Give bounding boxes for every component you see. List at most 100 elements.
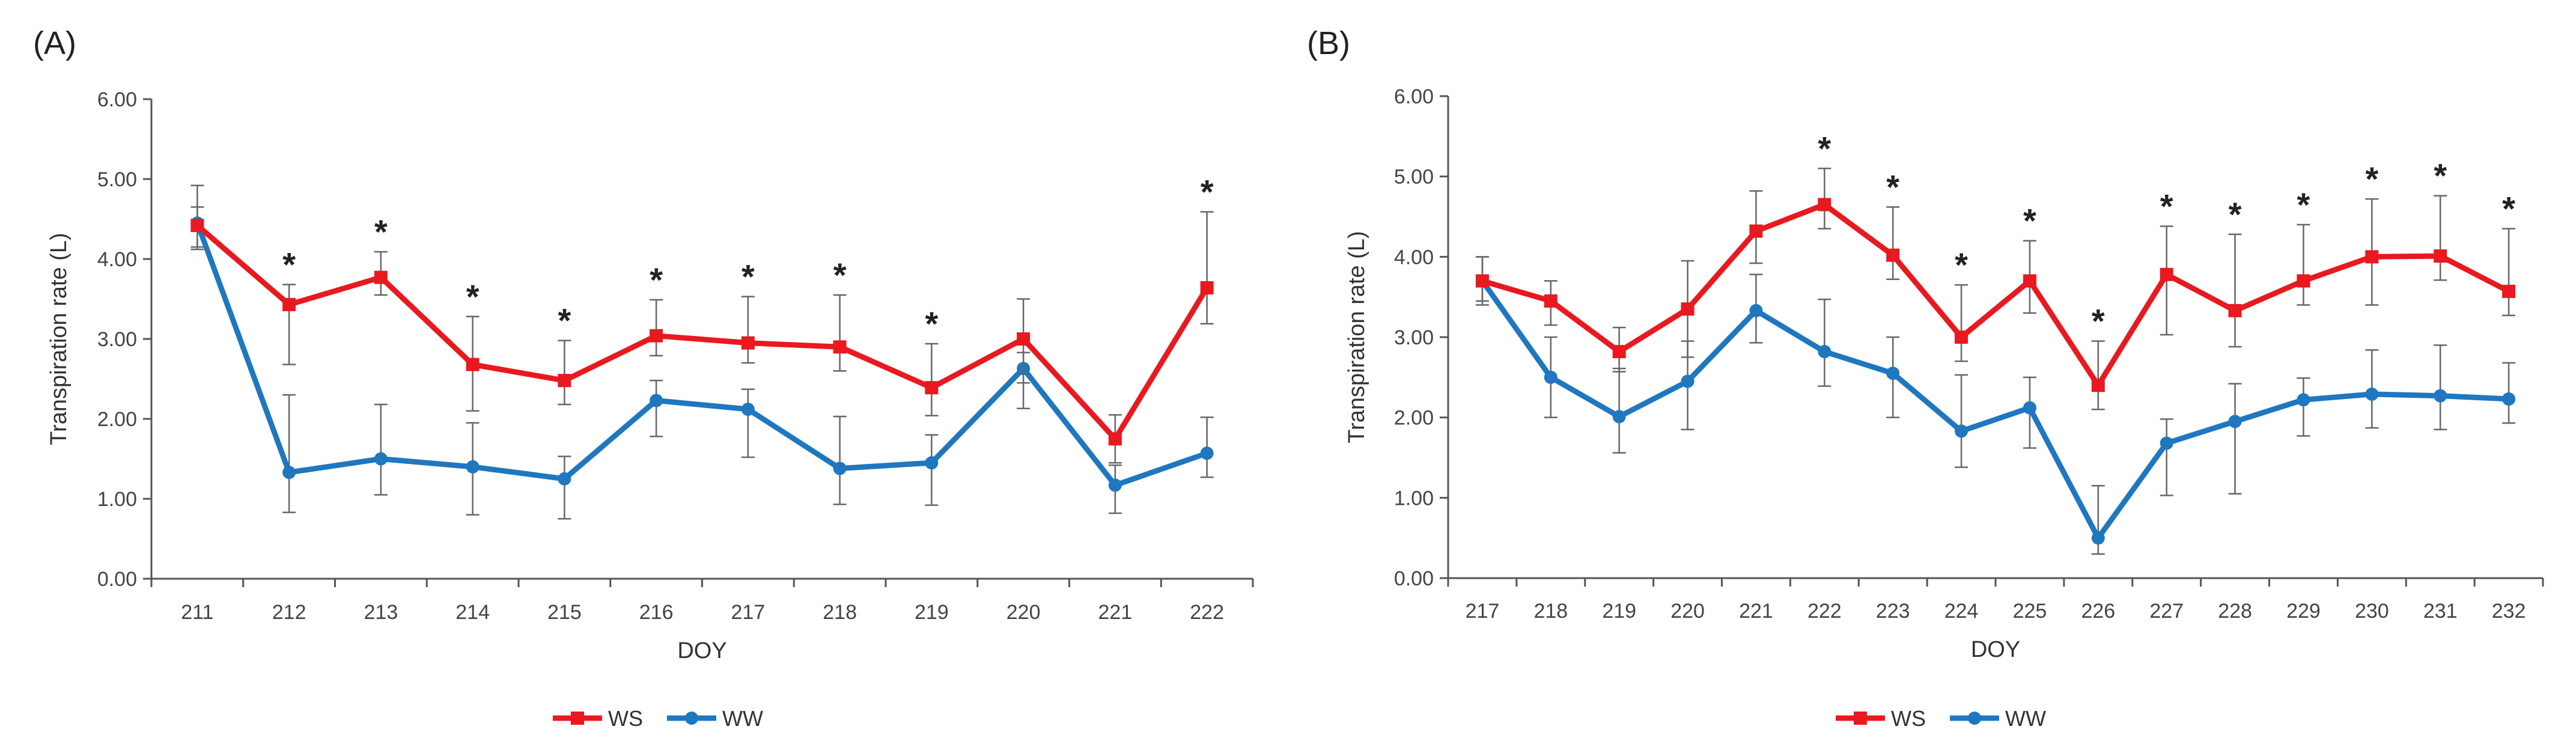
series-ww — [1475, 256, 2516, 555]
data-point — [2228, 415, 2242, 428]
chart-panel-a: (A) 0.00 1.00 2.00 3.00 4.00 5.00 6.00 211 212 213… — [33, 25, 1254, 731]
data-point — [1749, 303, 1763, 317]
x-tick-label: 221 — [1098, 601, 1133, 624]
significance-star: * — [1818, 129, 1831, 167]
data-point — [2091, 531, 2105, 545]
data-point — [2365, 250, 2379, 264]
data-point — [741, 403, 755, 416]
data-point — [466, 460, 480, 474]
data-point — [2297, 274, 2310, 288]
data-point — [833, 462, 847, 475]
y-tick-label: 4.00 — [1394, 246, 1434, 269]
data-point — [1818, 345, 1832, 359]
x-tick-label: 225 — [2013, 600, 2047, 623]
significance-star: * — [925, 305, 938, 343]
data-point — [1749, 224, 1763, 238]
data-point — [558, 374, 571, 388]
data-point — [190, 219, 204, 233]
significance-star: * — [2434, 157, 2447, 195]
x-tick-label: 230 — [2355, 600, 2389, 623]
significance-star: * — [466, 278, 480, 316]
data-point — [1200, 281, 1214, 294]
y-tick-label: 2.00 — [97, 408, 137, 431]
data-point — [650, 394, 663, 407]
y-tick-label: 1.00 — [1394, 487, 1434, 510]
significance-star: * — [374, 213, 388, 251]
legend-swatch-marker — [685, 712, 698, 725]
significance-star: * — [282, 246, 296, 284]
chart-panel-b: (B) 0.00 1.00 2.00 3.00 4.00 5.00 6.00 217 218 219… — [1307, 25, 2544, 731]
y-tick-label: 3.00 — [97, 328, 137, 351]
data-point — [833, 340, 847, 354]
data-point — [282, 297, 296, 311]
data-point — [1818, 198, 1832, 212]
data-point — [925, 456, 939, 470]
x-tick-label: 220 — [1006, 601, 1041, 624]
legend-swatch-marker — [1968, 712, 1981, 725]
data-point — [2228, 303, 2242, 317]
data-point — [2434, 249, 2447, 263]
data-point — [1200, 447, 1214, 460]
x-tick-label: 223 — [1876, 600, 1910, 623]
y-tick-label: 0.00 — [97, 568, 137, 591]
x-tick-label: 231 — [2423, 600, 2458, 623]
x-tick-label: 218 — [1533, 600, 1568, 623]
significance-star: * — [1201, 173, 1214, 211]
legend-label: WW — [2005, 706, 2046, 731]
x-tick-label: 226 — [2081, 600, 2115, 623]
data-point — [282, 466, 296, 480]
legend: WS WW — [553, 706, 763, 731]
data-point — [650, 329, 663, 343]
data-point — [1886, 367, 1900, 380]
data-point — [925, 381, 939, 395]
y-tick-label: 5.00 — [97, 168, 137, 191]
legend-label: WS — [1891, 706, 1926, 731]
data-point — [1544, 370, 1557, 384]
data-point — [1681, 302, 1694, 316]
x-tick-label: 218 — [823, 601, 857, 624]
x-tick-label: 232 — [2492, 600, 2526, 623]
x-tick-label: 219 — [1602, 600, 1636, 623]
x-tick-label: 216 — [639, 601, 674, 624]
data-point — [1612, 345, 1626, 359]
x-tick-label: 220 — [1670, 600, 1705, 623]
data-point — [374, 270, 388, 284]
significance-star: * — [2160, 188, 2173, 225]
legend: WS WW — [1836, 706, 2046, 731]
data-point — [741, 336, 755, 350]
series-line-ws — [195, 223, 1210, 442]
y-tick-label: 5.00 — [1394, 166, 1434, 189]
series-ws — [190, 184, 1214, 464]
data-point — [1544, 294, 1557, 308]
x-tick-label: 219 — [915, 601, 949, 624]
data-point — [374, 452, 388, 466]
significance-star: * — [1955, 246, 1968, 284]
significance-star: * — [2092, 302, 2105, 340]
series-ws — [1475, 168, 2516, 410]
data-point — [1955, 424, 1969, 438]
data-point — [2023, 401, 2036, 415]
x-tick-label: 222 — [1190, 601, 1224, 624]
significance-star: * — [1886, 168, 1899, 206]
y-tick-label: 3.00 — [1394, 326, 1434, 349]
x-tick-label: 217 — [1466, 600, 1500, 623]
panel-label: (A) — [33, 25, 76, 61]
data-point — [558, 472, 571, 486]
y-axis-title: Transpiration rate (L) — [1344, 231, 1369, 443]
x-tick-label: 214 — [455, 601, 490, 624]
panel-label: (B) — [1307, 25, 1350, 61]
x-tick-label: 229 — [2286, 600, 2321, 623]
x-axis-title: DOY — [677, 638, 726, 663]
series-line-ws — [1481, 201, 2511, 388]
x-axis-title: DOY — [1971, 637, 2020, 662]
significance-star: * — [741, 258, 755, 296]
data-point — [2434, 389, 2447, 403]
data-point — [2023, 274, 2036, 288]
y-tick-label: 6.00 — [97, 88, 137, 111]
significance-star: * — [558, 302, 571, 340]
data-point — [2091, 379, 2105, 392]
significance-star: * — [2229, 195, 2242, 233]
x-tick-label: 212 — [272, 601, 306, 624]
